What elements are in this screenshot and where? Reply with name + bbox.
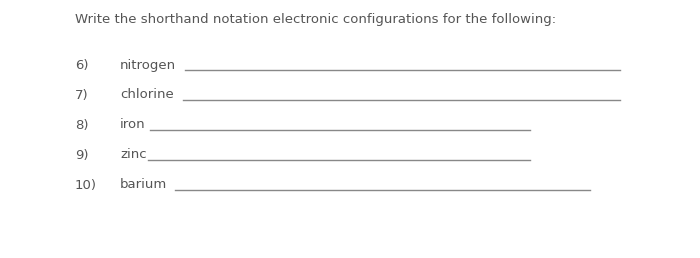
Text: 8): 8): [75, 118, 88, 132]
Text: 10): 10): [75, 179, 97, 191]
Text: 9): 9): [75, 149, 88, 162]
Text: barium: barium: [120, 179, 167, 191]
Text: chlorine: chlorine: [120, 88, 174, 101]
Text: zinc: zinc: [120, 149, 146, 162]
Text: nitrogen: nitrogen: [120, 59, 176, 71]
Text: iron: iron: [120, 118, 146, 132]
Text: 7): 7): [75, 88, 89, 101]
Text: Write the shorthand notation electronic configurations for the following:: Write the shorthand notation electronic …: [75, 13, 556, 26]
Text: 6): 6): [75, 59, 88, 71]
